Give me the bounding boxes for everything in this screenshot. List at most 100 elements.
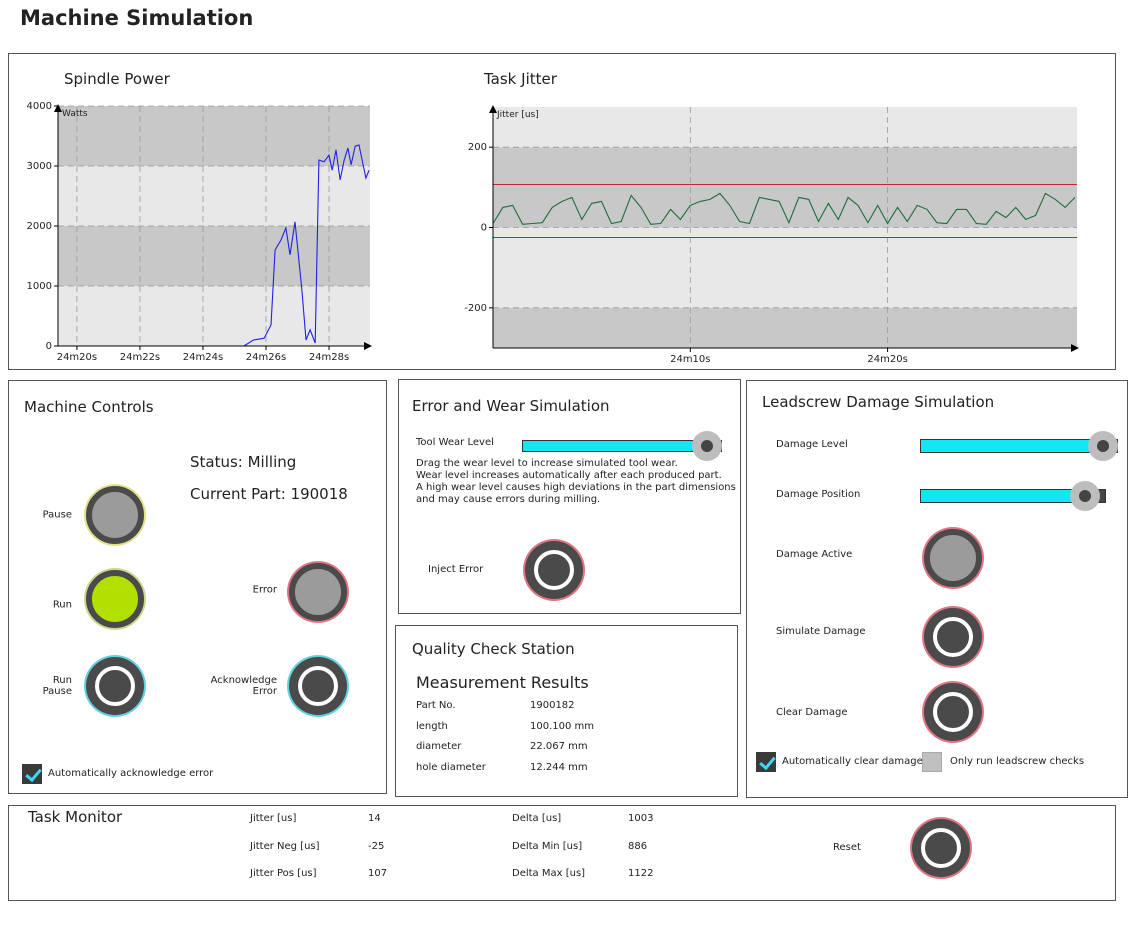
- slider: [920, 431, 1119, 461]
- stat-label: Jitter Pos [us]: [250, 868, 317, 879]
- slider-fill: [523, 441, 708, 451]
- band: [58, 286, 370, 346]
- slider: [920, 481, 1106, 511]
- button-label: Pause: [42, 509, 72, 521]
- x-tick-label: 24m10s: [670, 354, 710, 365]
- row-label: hole diameter: [416, 761, 486, 773]
- chart-title: Spindle Power: [64, 70, 171, 88]
- row-label: diameter: [416, 741, 462, 752]
- button-label: Run: [52, 599, 72, 611]
- x-tick-label: 24m22s: [120, 352, 160, 363]
- checkbox-label: Automatically acknowledge error: [48, 768, 214, 779]
- panel-title: Error and Wear Simulation: [412, 397, 610, 415]
- button-label: Error: [252, 584, 277, 596]
- chart-panel: [8, 53, 1116, 370]
- slider-label: Tool Wear Level: [416, 437, 494, 448]
- description: and may cause errors during milling.: [416, 494, 601, 505]
- x-tick-label: 24m26s: [246, 352, 286, 363]
- machine-controls-panel: [8, 380, 387, 794]
- stat-label: Delta [us]: [512, 813, 562, 824]
- button-label: Reset: [833, 842, 861, 853]
- button-label: Clear Damage: [776, 707, 848, 718]
- quality-check-panel: [395, 625, 738, 797]
- y-axis-label: Jitter [us]: [496, 110, 539, 120]
- slider-label: Damage Level: [776, 439, 848, 450]
- row-label: length: [416, 720, 448, 732]
- band: [493, 107, 1077, 148]
- y-tick-label: 200: [468, 142, 487, 153]
- page-title: Machine Simulation: [20, 6, 254, 30]
- inject-error-button[interactable]: [525, 541, 583, 599]
- y-tick-label: 1000: [27, 281, 52, 292]
- run-pause-button[interactable]: [86, 657, 144, 715]
- y-axis-label: Watts: [62, 109, 88, 119]
- slider: [522, 431, 723, 461]
- stat-value: 107: [368, 868, 388, 879]
- button-label: Acknowledge Error: [210, 675, 277, 697]
- checkbox[interactable]: [22, 764, 42, 784]
- y-tick-label: 4000: [27, 101, 52, 112]
- status: Status: Milling: [190, 453, 297, 471]
- band: [493, 307, 1077, 348]
- pause-button[interactable]: [86, 486, 144, 544]
- stat-value: 1003: [628, 813, 654, 824]
- slider-knob[interactable]: [1088, 431, 1119, 461]
- checkbox-label: Only run leadscrew checks: [950, 756, 1085, 767]
- checkbox-label: Automatically clear damage: [782, 756, 923, 767]
- panel-title: Machine Controls: [24, 398, 154, 416]
- band: [58, 106, 370, 166]
- y-tick-label: 0: [46, 341, 52, 352]
- band: [58, 166, 370, 226]
- row-value: 1900182: [530, 700, 575, 711]
- x-tick-label: 24m20s: [867, 354, 907, 365]
- error-wear-panel: [398, 379, 741, 614]
- panel-title: Task Monitor: [28, 808, 123, 826]
- slider-fill: [921, 440, 1104, 452]
- description: Wear level increases automatically after…: [416, 470, 722, 481]
- slider-label: Damage Position: [776, 489, 861, 500]
- description: A high wear level causes high deviations…: [416, 482, 736, 493]
- acknowledge-error-button[interactable]: [289, 657, 347, 715]
- data-line: [492, 192, 1076, 225]
- subtitle: Measurement Results: [416, 673, 589, 692]
- axis-arrow: [364, 342, 372, 350]
- panel-title: Leadscrew Damage Simulation: [762, 393, 995, 411]
- x-tick-label: 24m24s: [183, 352, 223, 363]
- button-label: Run Pause: [42, 675, 72, 697]
- stat-label: Delta Min [us]: [512, 840, 583, 852]
- row-value: 22.067 mm: [530, 741, 588, 752]
- stat-value: 1122: [628, 868, 654, 879]
- band: [493, 227, 1077, 308]
- panel-title: Quality Check Station: [412, 640, 575, 658]
- slider-knob[interactable]: [692, 431, 723, 461]
- stat-value: 14: [368, 813, 381, 824]
- x-tick-label: 24m20s: [57, 352, 97, 363]
- slider-knob[interactable]: [1069, 481, 1100, 511]
- row-label: Part No.: [416, 700, 456, 711]
- row-value: 12.244 mm: [530, 761, 588, 773]
- axis-arrow: [54, 104, 62, 112]
- data-line: [243, 144, 370, 347]
- checkbox[interactable]: [922, 752, 942, 772]
- button-label: Inject Error: [428, 564, 484, 575]
- simulate-damage-button[interactable]: [924, 608, 982, 666]
- checkbox[interactable]: [756, 752, 776, 772]
- task-monitor-panel: [8, 805, 1116, 901]
- current-part: Current Part: 190018: [190, 485, 348, 503]
- description: Drag the wear level to increase simulate…: [416, 458, 678, 469]
- button-label: Simulate Damage: [776, 626, 866, 637]
- stat-value: 886: [628, 840, 648, 852]
- reset-button[interactable]: [912, 819, 970, 877]
- y-tick-label: -200: [464, 303, 487, 314]
- chart-title: Task Jitter: [483, 70, 558, 88]
- damage-active-button[interactable]: [924, 529, 982, 587]
- leadscrew-panel: [746, 380, 1128, 798]
- x-tick-label: 24m28s: [309, 352, 349, 363]
- stat-value: -25: [368, 840, 385, 852]
- stat-label: Jitter [us]: [250, 813, 297, 824]
- run-button[interactable]: [86, 570, 144, 628]
- error-button[interactable]: [289, 563, 347, 621]
- clear-damage-button[interactable]: [924, 683, 982, 741]
